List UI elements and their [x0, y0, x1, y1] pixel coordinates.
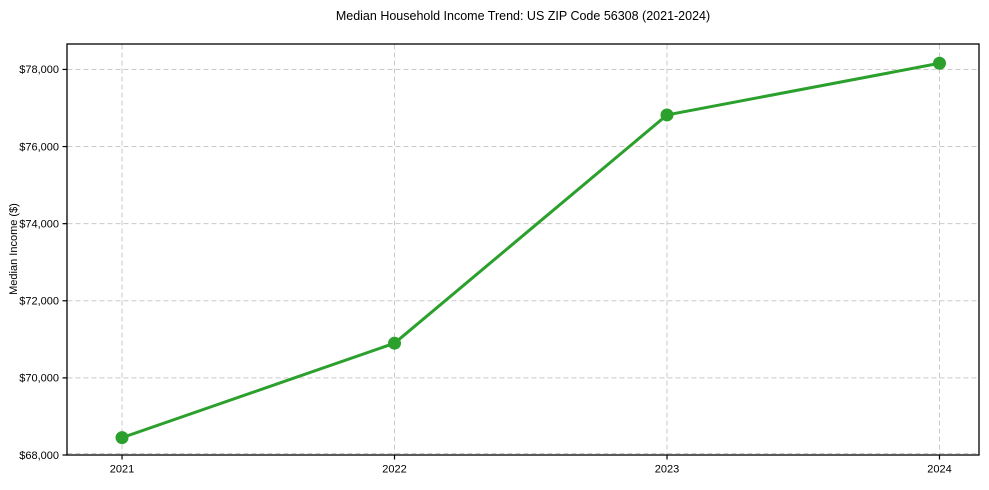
trend-line — [120, 61, 941, 440]
x-tick-label: 2021 — [110, 464, 134, 476]
y-tick-label: $76,000 — [19, 141, 59, 153]
x-tick-label: 2022 — [382, 464, 406, 476]
y-tick-label: $70,000 — [19, 373, 59, 385]
data-point-2021 — [115, 431, 129, 445]
data-point-2023 — [660, 108, 674, 122]
chart-title: Median Household Income Trend: US ZIP Co… — [335, 9, 711, 23]
data-point-2022 — [388, 336, 402, 350]
y-tick-label: $68,000 — [19, 450, 59, 462]
x-tick-label: 2024 — [927, 464, 951, 476]
y-tick-label: $78,000 — [19, 64, 59, 76]
plot-border — [66, 43, 980, 456]
data-point-2024 — [932, 56, 946, 70]
y-tick-label: $74,000 — [19, 218, 59, 230]
x-tick-label: 2023 — [655, 464, 679, 476]
y-tick-label: $72,000 — [19, 296, 59, 308]
